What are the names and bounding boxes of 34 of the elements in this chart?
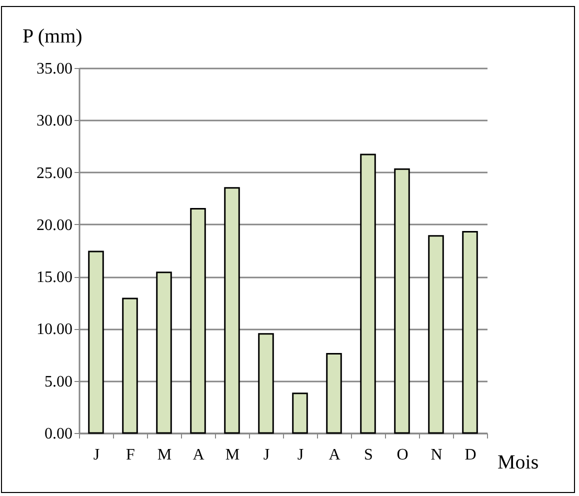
bar: [360, 154, 376, 434]
y-tick-label: 15.00: [36, 269, 72, 286]
x-tick-label: A: [328, 446, 341, 464]
x-tick-label: A: [192, 446, 205, 464]
bar: [88, 250, 104, 434]
y-tick-label: 0.00: [44, 426, 72, 442]
x-tick-label: S: [364, 446, 373, 464]
x-tick-label: O: [396, 446, 408, 464]
bar: [258, 333, 274, 434]
y-tick-label: 10.00: [36, 321, 72, 338]
y-tick-label: 5.00: [44, 373, 72, 390]
bar: [292, 392, 308, 434]
x-tick-label: N: [430, 446, 443, 464]
bar: [394, 168, 410, 434]
x-tick-label: M: [157, 446, 172, 464]
x-tick-label: D: [464, 446, 476, 464]
bar: [122, 298, 138, 434]
x-axis-title: Mois: [498, 452, 539, 474]
x-tick-label: F: [126, 446, 136, 464]
bar: [326, 352, 342, 434]
y-tick-label: 20.00: [36, 216, 72, 234]
y-tick-label: 30.00: [36, 112, 72, 130]
bar: [156, 272, 172, 434]
bar: [190, 208, 206, 434]
x-tick-label: J: [93, 446, 100, 464]
x-tick-label: J: [297, 446, 304, 464]
y-axis-title: P (mm): [22, 26, 82, 48]
bar: [224, 187, 240, 434]
y-tick-label: 25.00: [36, 164, 72, 182]
bar: [428, 235, 444, 434]
x-tick-label: J: [263, 446, 270, 464]
y-tick-label: 35.00: [36, 60, 72, 78]
x-tick-label: M: [225, 446, 240, 464]
bar: [462, 230, 478, 434]
